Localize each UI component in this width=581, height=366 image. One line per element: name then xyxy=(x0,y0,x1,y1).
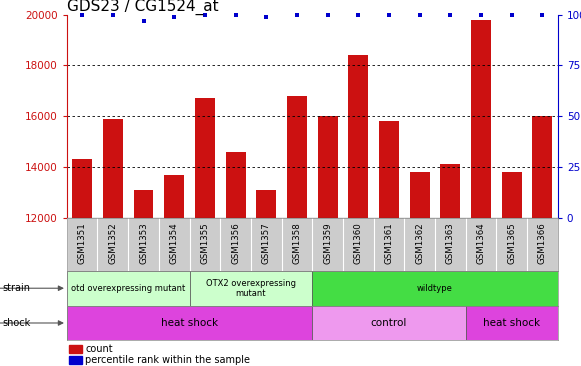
Bar xyxy=(466,306,558,340)
Bar xyxy=(195,98,215,218)
Text: GSM1362: GSM1362 xyxy=(415,222,424,264)
Bar xyxy=(225,152,246,218)
Bar xyxy=(164,175,184,218)
Text: GSM1354: GSM1354 xyxy=(170,222,179,264)
Text: OTX2 overexpressing
mutant: OTX2 overexpressing mutant xyxy=(206,279,296,298)
Text: strain: strain xyxy=(3,283,31,293)
Bar xyxy=(69,356,81,364)
Text: GSM1351: GSM1351 xyxy=(78,222,87,264)
Text: otd overexpressing mutant: otd overexpressing mutant xyxy=(71,284,185,293)
Bar xyxy=(134,190,153,218)
Bar xyxy=(379,121,399,218)
Text: GSM1355: GSM1355 xyxy=(200,222,209,264)
Bar xyxy=(471,20,491,218)
Bar xyxy=(103,119,123,218)
Text: GSM1364: GSM1364 xyxy=(476,222,486,264)
Text: heat shock: heat shock xyxy=(161,318,218,328)
Bar xyxy=(69,345,81,353)
Text: GSM1357: GSM1357 xyxy=(262,222,271,264)
Bar xyxy=(67,271,189,306)
Text: wildtype: wildtype xyxy=(417,284,453,293)
Text: GSM1363: GSM1363 xyxy=(446,222,455,264)
Text: GSM1358: GSM1358 xyxy=(292,222,302,264)
Text: GSM1365: GSM1365 xyxy=(507,222,517,264)
Text: control: control xyxy=(371,318,407,328)
Text: GSM1352: GSM1352 xyxy=(108,222,117,264)
Text: GSM1359: GSM1359 xyxy=(323,222,332,264)
Bar xyxy=(502,172,522,218)
Bar xyxy=(256,190,276,218)
Text: GSM1353: GSM1353 xyxy=(139,222,148,264)
Bar xyxy=(349,55,368,218)
Bar xyxy=(440,164,460,218)
Bar xyxy=(287,96,307,218)
Text: GSM1361: GSM1361 xyxy=(385,222,393,264)
Text: GSM1356: GSM1356 xyxy=(231,222,240,264)
Bar xyxy=(410,172,430,218)
Text: GDS23 / CG1524_at: GDS23 / CG1524_at xyxy=(67,0,218,15)
Bar xyxy=(313,306,466,340)
Text: GSM1360: GSM1360 xyxy=(354,222,363,264)
Text: heat shock: heat shock xyxy=(483,318,540,328)
Bar xyxy=(532,116,553,218)
Text: GSM1366: GSM1366 xyxy=(538,222,547,264)
Bar xyxy=(189,271,313,306)
Bar xyxy=(313,271,558,306)
Text: count: count xyxy=(85,344,113,354)
Text: shock: shock xyxy=(3,318,31,328)
Bar xyxy=(318,116,338,218)
Bar xyxy=(72,159,92,218)
Text: percentile rank within the sample: percentile rank within the sample xyxy=(85,355,250,365)
Bar xyxy=(67,306,313,340)
